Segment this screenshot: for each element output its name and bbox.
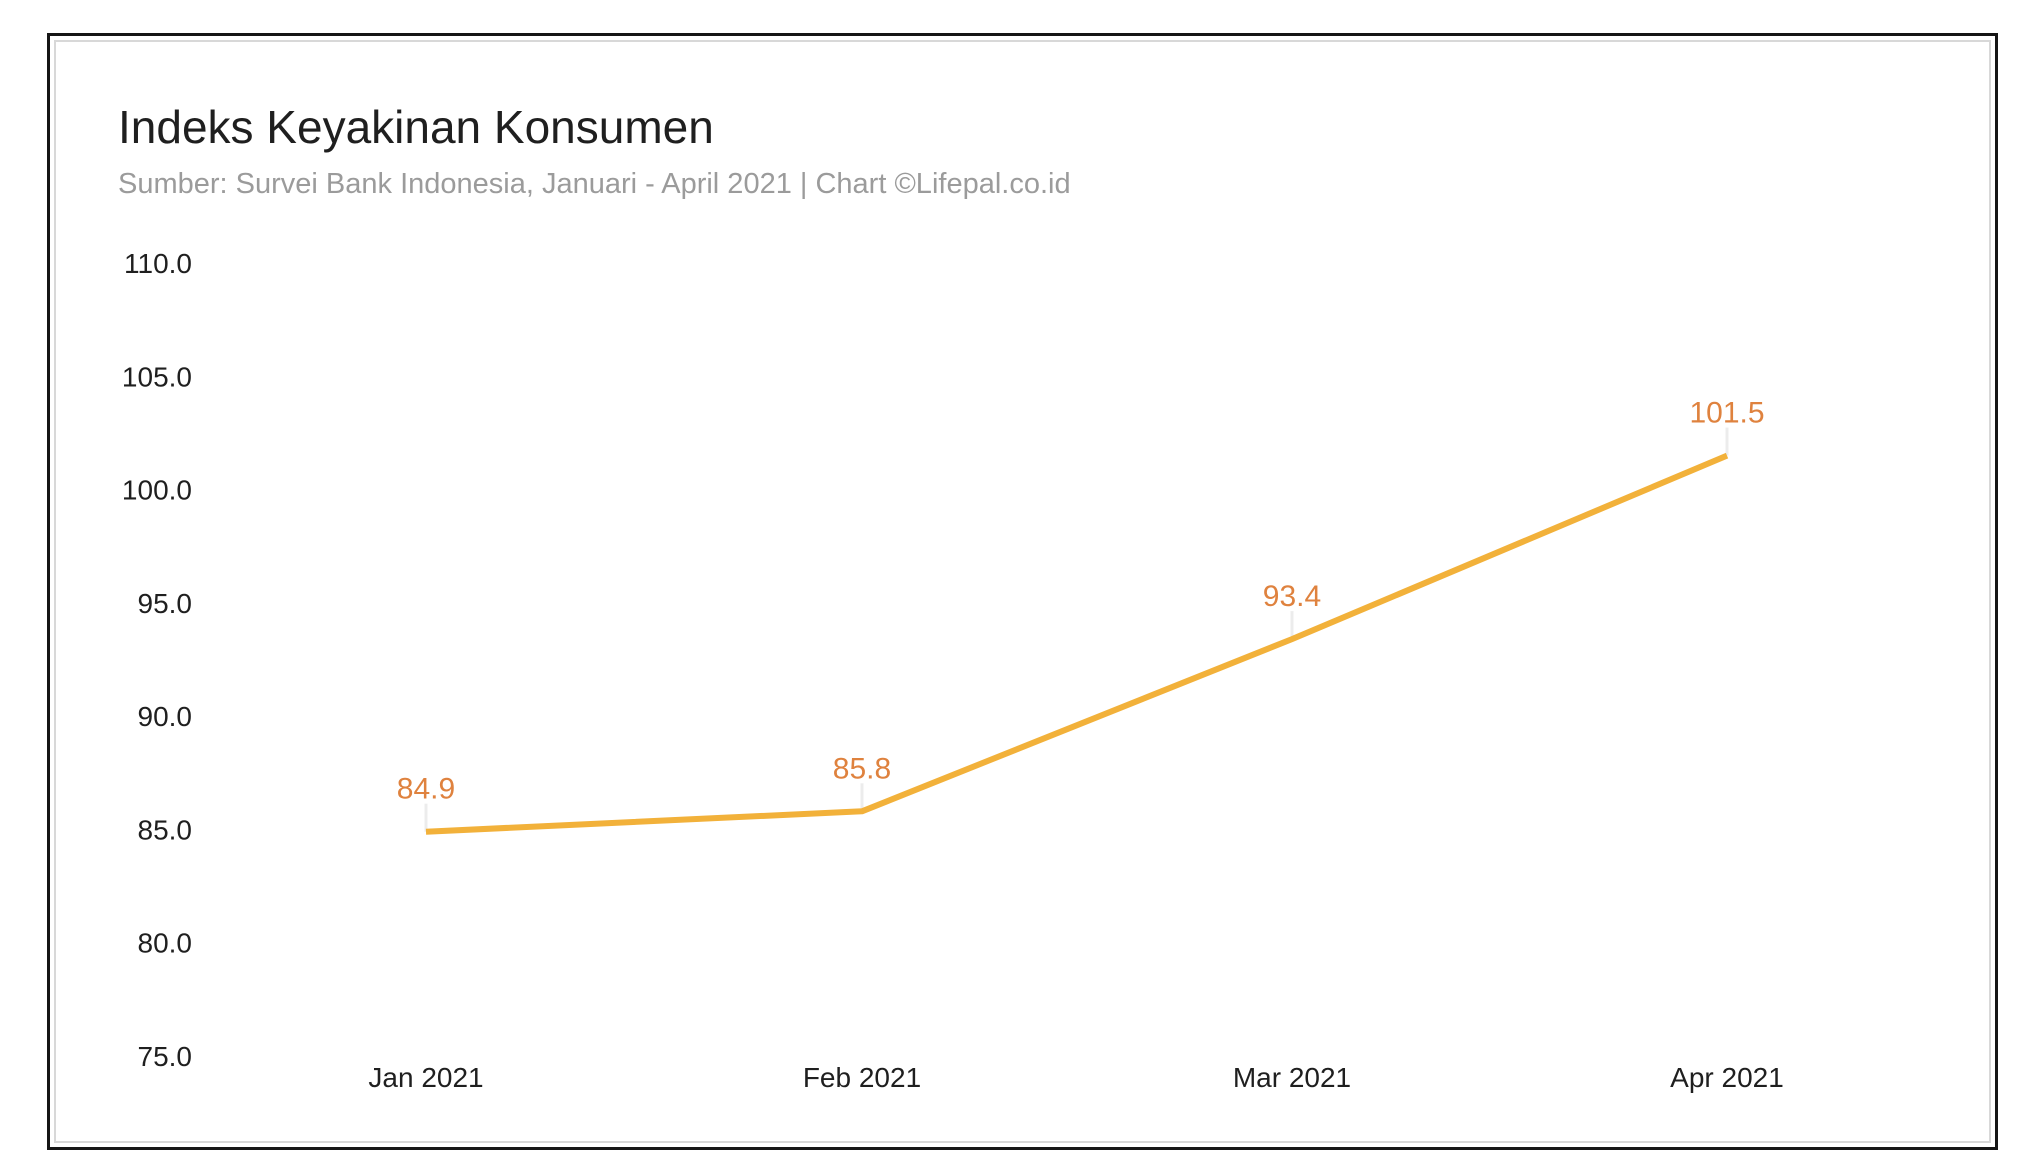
series-line: [425, 452, 1729, 835]
x-tick-label: Apr 2021: [1670, 1062, 1784, 1093]
y-tick-label: 95.0: [138, 588, 193, 619]
chart-subtitle: Sumber: Survei Bank Indonesia, Januari -…: [118, 168, 1071, 200]
x-tick-label: Jan 2021: [368, 1062, 483, 1093]
y-tick-label: 105.0: [122, 361, 192, 392]
x-tick-label: Mar 2021: [1233, 1062, 1351, 1093]
x-tick-label: Feb 2021: [803, 1062, 921, 1093]
y-tick-label: 85.0: [138, 814, 193, 845]
chart-card: Indeks Keyakinan Konsumen Sumber: Survei…: [54, 40, 1991, 1143]
chart-card-frame: Indeks Keyakinan Konsumen Sumber: Survei…: [47, 33, 1998, 1150]
data-label: 84.9: [397, 773, 455, 806]
y-tick-label: 75.0: [138, 1041, 193, 1072]
chart-title: Indeks Keyakinan Konsumen: [118, 101, 714, 153]
y-tick-label: 100.0: [122, 475, 192, 506]
data-label: 85.8: [833, 752, 891, 785]
data-label: 101.5: [1689, 397, 1764, 430]
line-chart: 110.0 105.0 100.0 95.0 90.0 85.0 80.0 75.0 Jan 2…: [122, 248, 1784, 1093]
y-tick-label: 80.0: [138, 928, 193, 959]
y-tick-label: 110.0: [124, 248, 192, 279]
data-label: 93.4: [1263, 580, 1321, 613]
y-tick-label: 90.0: [138, 701, 193, 732]
